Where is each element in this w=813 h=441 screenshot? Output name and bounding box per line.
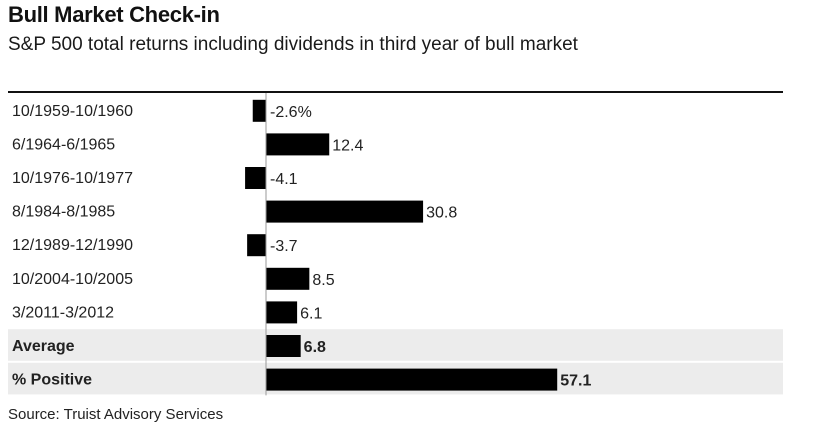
category-label-average: Average — [12, 338, 75, 355]
bar-6-1964-6-1965 — [266, 133, 330, 156]
value-label-10-1976-10-1977: -4.1 — [270, 171, 298, 188]
bar-10-2004-10-2005 — [266, 267, 310, 290]
value-label-3-2011-3-2012: 6.1 — [300, 305, 322, 322]
value-label-12-1989-12-1990: -3.7 — [270, 238, 298, 255]
category-label-10-1959-10-1960: 10/1959-10/1960 — [12, 103, 133, 120]
value-label-average: 6.8 — [304, 339, 326, 356]
bar-average — [266, 335, 301, 357]
bar-3-2011-3-2012 — [266, 301, 298, 324]
value-label-10-2004-10-2005: 8.5 — [312, 272, 334, 289]
bar-positive — [266, 368, 558, 391]
chart-title: Bull Market Check-in — [8, 2, 220, 27]
value-label-8-1984-8-1985: 30.8 — [426, 205, 457, 222]
category-label-12-1989-12-1990: 12/1989-12/1990 — [12, 237, 133, 254]
chart-subtitle: S&P 500 total returns including dividend… — [8, 34, 578, 55]
bar-8-1984-8-1985 — [266, 200, 424, 223]
category-label-8-1984-8-1985: 8/1984-8/1985 — [12, 204, 115, 221]
category-label-10-1976-10-1977: 10/1976-10/1977 — [12, 170, 133, 187]
bar-10-1976-10-1977 — [245, 167, 266, 189]
value-label-6-1964-6-1965: 12.4 — [332, 137, 363, 154]
value-label-10-1959-10-1960: -2.6% — [270, 104, 312, 121]
value-label-positive: 57.1 — [560, 373, 591, 390]
category-label-3-2011-3-2012: 3/2011-3/2012 — [12, 304, 114, 321]
highlight-row-bg — [8, 329, 783, 361]
category-label-6-1964-6-1965: 6/1964-6/1965 — [12, 136, 115, 153]
category-label-10-2004-10-2005: 10/2004-10/2005 — [12, 271, 133, 288]
header-rule — [8, 91, 783, 93]
bar-10-1959-10-1960 — [252, 99, 266, 122]
bar-12-1989-12-1990 — [247, 234, 266, 257]
source-note: Source: Truist Advisory Services — [8, 406, 224, 423]
bar-chart: 10/1959-10/1960 -2.6% 6/1964-6/1965 12.4 10/… — [8, 93, 783, 396]
category-label-positive: % Positive — [12, 372, 92, 389]
